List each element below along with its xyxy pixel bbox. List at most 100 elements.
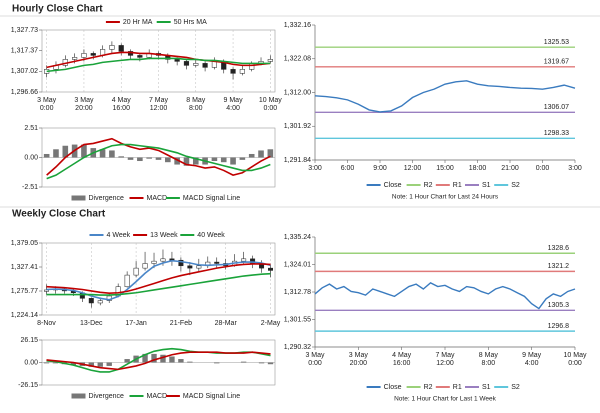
y-tick-label: -2.51: [22, 184, 38, 191]
candle-body: [241, 258, 247, 262]
x-tick-label: 7 May: [435, 352, 455, 359]
legend-label: 50 Hrs MA: [174, 19, 207, 26]
legend-label: R1: [453, 182, 462, 189]
candle-body: [249, 63, 255, 70]
divergence-bar: [81, 144, 87, 158]
candle-body: [88, 298, 94, 304]
legend-swatch: [71, 195, 86, 201]
divergence-bar: [137, 157, 143, 162]
y-tick-label: 1,332.16: [284, 22, 311, 29]
x-tick-label: 28-Mar: [215, 320, 238, 327]
divergence-bar: [169, 356, 175, 363]
legend-label: R2: [424, 182, 433, 189]
divergence-bar: [99, 149, 106, 158]
legend-label: S1: [482, 182, 491, 189]
x-tick-label: 2-May: [261, 320, 281, 327]
candle-body: [43, 289, 49, 292]
legend-label: 13 Week: [150, 232, 178, 239]
macd-line: [46, 143, 271, 180]
divergence-bar: [248, 153, 255, 158]
divergence-bar: [230, 157, 236, 165]
x-tick-label: 3 May: [305, 352, 325, 359]
legend-label: R2: [424, 384, 433, 391]
x-tick-label: 15:00: [436, 165, 454, 172]
divergence-bar: [151, 353, 157, 363]
divergence-bar: [187, 361, 193, 363]
x-tick-label: 4:00: [226, 105, 240, 112]
divergence-bar: [192, 157, 199, 165]
section-title: Weekly Close Chart: [12, 209, 106, 220]
divergence-bar: [220, 157, 227, 163]
divergence-bar: [43, 362, 50, 364]
divergence-bar: [267, 362, 274, 365]
x-tick-label: 6:00: [341, 165, 355, 172]
candle-body: [193, 63, 199, 66]
y-tick-label: 2.51: [24, 125, 38, 132]
x-tick-label: 12:00: [150, 105, 168, 112]
x-tick-label: 12:00: [404, 165, 422, 172]
divergence-bar: [240, 361, 247, 363]
y-tick-label: 0.00: [24, 359, 38, 366]
y-tick-label: 26.15: [20, 337, 38, 344]
y-tick-label: 1,312.00: [284, 89, 311, 96]
y-tick-label: 1,327.41: [11, 264, 38, 271]
x-tick-label: 8:00: [482, 360, 496, 367]
divergence-bar: [239, 157, 246, 160]
y-tick-label: 1,290.32: [284, 344, 311, 351]
divergence-bar: [62, 145, 69, 158]
candle-body: [196, 265, 202, 269]
y-tick-label: 1,324.01: [284, 261, 311, 268]
x-tick-label: 8:00: [189, 105, 203, 112]
divergence-bar: [258, 362, 265, 364]
divergence-bar: [146, 157, 152, 159]
x-tick-label: 4 May: [392, 352, 412, 359]
y-tick-label: 1,307.02: [11, 68, 38, 75]
legend-label: R1: [453, 384, 462, 391]
divergence-bar: [109, 150, 115, 158]
candle-body: [97, 300, 103, 304]
x-tick-label: 9 May: [522, 352, 542, 359]
legend-label: 20 Hr MA: [123, 19, 153, 26]
candle-body: [137, 55, 143, 58]
divergence-bar: [214, 362, 220, 364]
candle-body: [187, 265, 193, 269]
candle-body: [118, 45, 124, 52]
y-tick-label: 1,291.84: [284, 157, 311, 164]
moving-average: [46, 259, 271, 301]
x-tick-label: 13-Dec: [80, 320, 103, 327]
candle-body: [202, 63, 208, 68]
pivot-label: 1321.2: [548, 263, 570, 270]
x-tick-label: 0:00: [568, 360, 582, 367]
moving-average: [46, 51, 271, 69]
divergence-bar: [160, 354, 166, 363]
pivot-label: 1306.07: [544, 104, 569, 111]
candle-body: [142, 263, 148, 269]
x-tick-label: 20:00: [350, 360, 368, 367]
legend-label: 40 Week: [197, 232, 225, 239]
legend-label: MACD: [147, 393, 168, 400]
y-tick-label: 1,301.92: [284, 123, 311, 130]
y-tick-label: 1,312.78: [284, 289, 311, 296]
x-tick-label: 16:00: [112, 105, 130, 112]
close-line: [314, 282, 576, 310]
legend-label: Close: [384, 384, 402, 391]
candle-body: [239, 69, 245, 74]
x-tick-label: 10 May: [564, 352, 587, 359]
x-tick-label: 7 May: [149, 97, 169, 104]
divergence-bar: [106, 362, 112, 366]
candle-body: [124, 274, 130, 287]
pivot-label: 1325.53: [544, 39, 569, 46]
candle-body: [160, 258, 166, 262]
divergence-bar: [127, 157, 134, 160]
candle-body: [178, 259, 184, 267]
pivot-label: 1298.33: [544, 130, 569, 137]
chart-note: Note: 1 Hour Chart for Last 1 Week: [394, 396, 497, 403]
y-tick-label: 1,317.37: [11, 48, 38, 55]
divergence-bar: [178, 359, 184, 363]
pivot-label: 1305.3: [548, 302, 570, 309]
x-tick-label: 21-Feb: [170, 320, 192, 327]
x-tick-label: 8 May: [479, 352, 499, 359]
legend-label: MACD Signal Line: [183, 195, 240, 202]
y-tick-label: 1,322.08: [284, 56, 311, 63]
legend-label: S1: [482, 384, 491, 391]
